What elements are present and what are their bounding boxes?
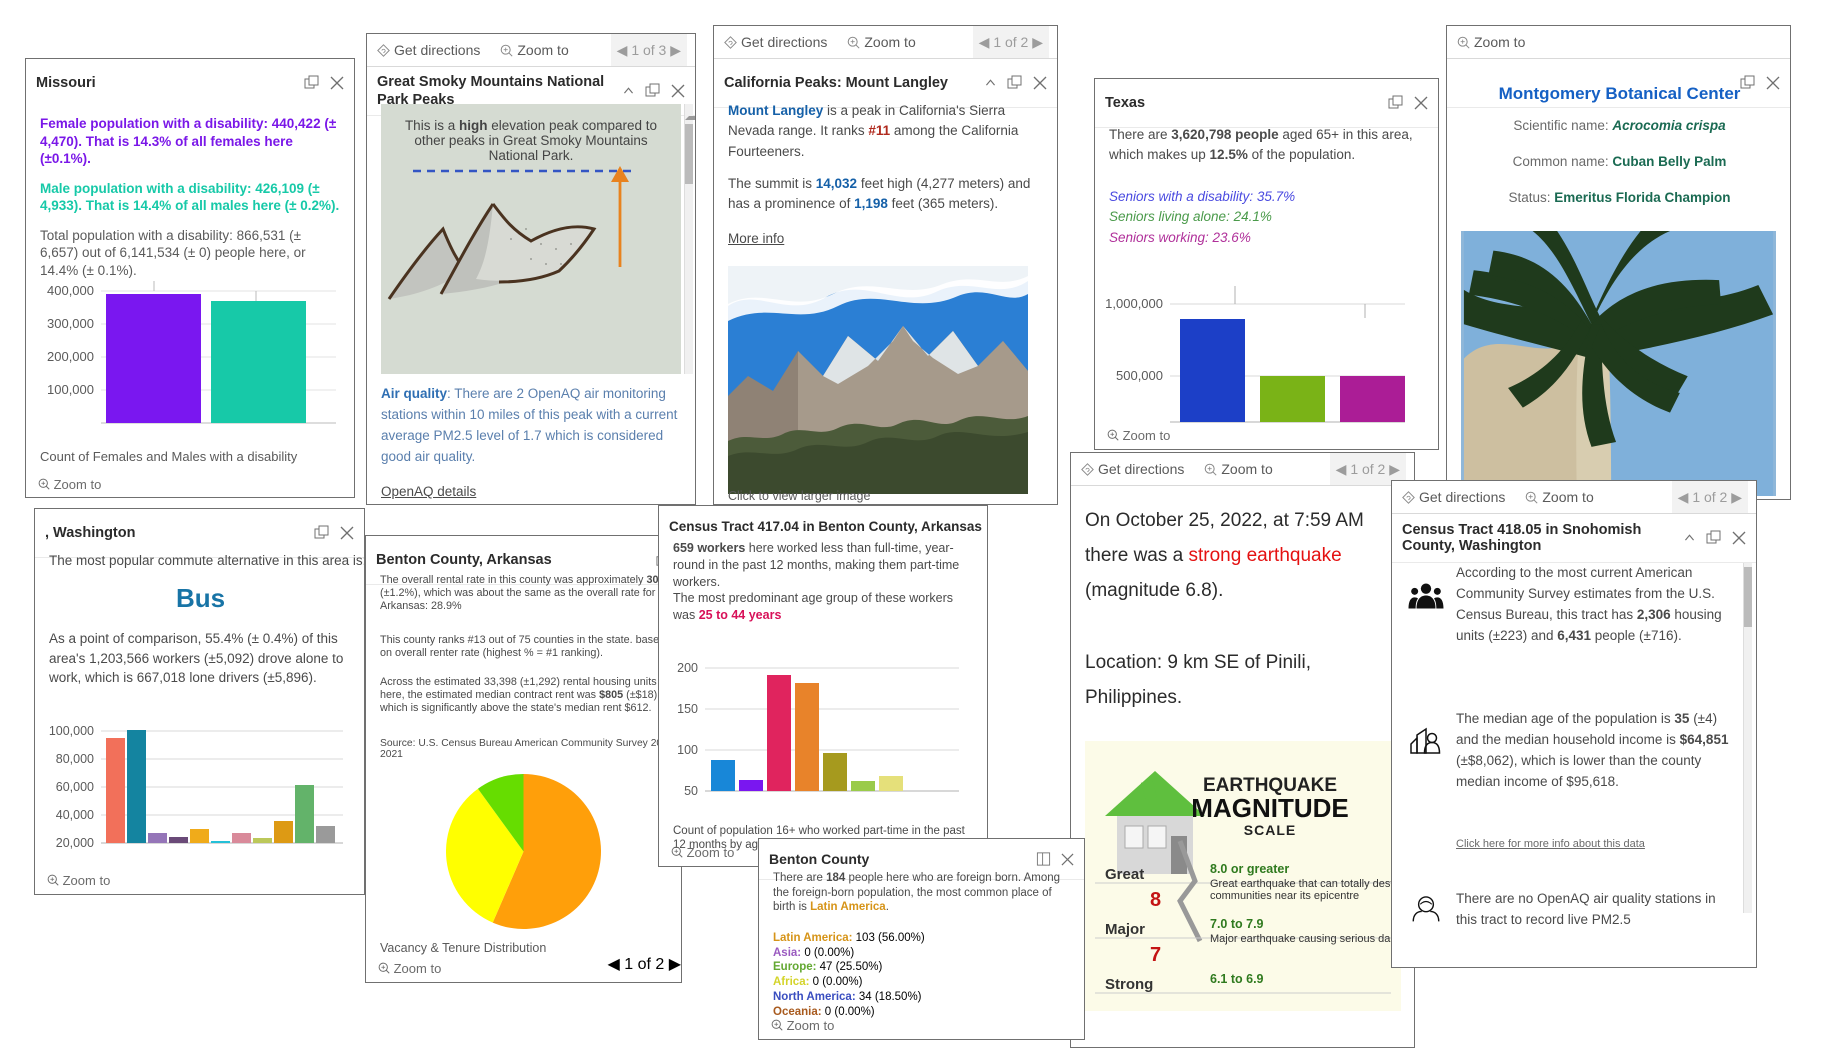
svg-text:60,000: 60,000: [56, 780, 94, 794]
svg-text:150: 150: [677, 702, 698, 716]
svg-text:20,000: 20,000: [56, 836, 94, 850]
svg-text:200: 200: [677, 661, 698, 675]
svg-text:Great earthquake that can tota: Great earthquake that can totally destro…: [1210, 878, 1401, 890]
svg-text:communities near its epicentre: communities near its epicentre: [1210, 890, 1359, 902]
svg-text:200,000: 200,000: [47, 349, 94, 364]
svg-text:500,000: 500,000: [1116, 368, 1163, 383]
svg-text:100,000: 100,000: [49, 724, 94, 738]
svg-text:100,000: 100,000: [47, 382, 94, 397]
svg-text:400,000: 400,000: [47, 283, 94, 298]
svg-text:Strong: Strong: [1105, 976, 1153, 993]
svg-text:Major earthquake causing serio: Major earthquake causing serious damage: [1210, 933, 1401, 945]
svg-text:MAGNITUDE: MAGNITUDE: [1191, 793, 1348, 823]
svg-text:6.1 to 6.9: 6.1 to 6.9: [1210, 972, 1264, 986]
svg-text:1,000,000: 1,000,000: [1105, 296, 1163, 311]
svg-text:50: 50: [684, 784, 698, 798]
svg-text:SCALE: SCALE: [1244, 822, 1296, 838]
svg-text:300,000: 300,000: [47, 316, 94, 331]
svg-text:100: 100: [677, 743, 698, 757]
svg-text:8: 8: [1150, 889, 1161, 911]
svg-text:Major: Major: [1105, 921, 1145, 938]
svg-text:8.0 or greater: 8.0 or greater: [1210, 862, 1289, 876]
svg-text:80,000: 80,000: [56, 752, 94, 766]
svg-text:7.0 to 7.9: 7.0 to 7.9: [1210, 917, 1264, 931]
svg-text:Great: Great: [1105, 866, 1144, 883]
svg-text:7: 7: [1150, 944, 1161, 966]
svg-text:40,000: 40,000: [56, 808, 94, 822]
